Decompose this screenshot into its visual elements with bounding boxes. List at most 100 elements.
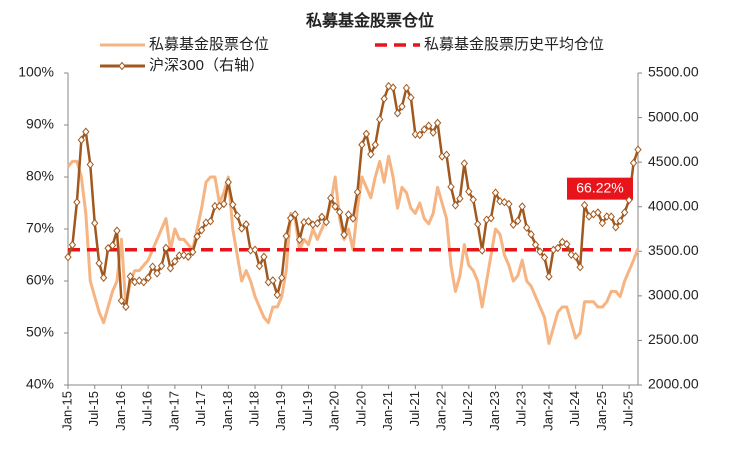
marker [189, 247, 197, 257]
legend-marker [118, 61, 126, 71]
marker [536, 247, 544, 256]
x-tick-label: Jan-18 [220, 391, 235, 431]
marker [135, 276, 143, 285]
marker [91, 218, 99, 228]
x-tick-label: Jan-22 [434, 391, 449, 431]
marker [206, 216, 215, 226]
marker [273, 290, 281, 300]
x-tick-label: Jan-23 [487, 391, 502, 431]
chart-title: 私募基金股票仓位 [306, 11, 434, 30]
marker [171, 257, 179, 266]
marker [474, 219, 482, 229]
y2-tick-label: 3500.00 [648, 242, 699, 258]
marker [353, 187, 362, 197]
y2-tick-label: 3000.00 [648, 287, 699, 303]
marker [442, 150, 451, 160]
y2-tick-label: 5000.00 [648, 108, 699, 124]
y-tick-label: 90% [26, 116, 54, 132]
x-tick-label: Jan-25 [594, 391, 609, 431]
x-tick-label: Jan-20 [327, 391, 342, 431]
marker [607, 212, 615, 221]
marker [82, 127, 90, 137]
marker [282, 231, 290, 241]
marker [148, 262, 157, 271]
marker [224, 177, 232, 187]
marker [580, 200, 589, 210]
x-tick-label: Jan-15 [59, 391, 74, 431]
marker [340, 230, 348, 239]
marker [514, 216, 522, 226]
marker [576, 262, 584, 272]
marker [523, 223, 531, 232]
x-tick-label: Jul-19 [300, 391, 315, 426]
marker [64, 252, 72, 262]
marker [331, 202, 339, 211]
legend-label: 私募基金股票历史平均仓位 [424, 36, 604, 53]
marker [478, 246, 486, 255]
marker [411, 130, 420, 139]
y2-tick-label: 2000.00 [648, 376, 699, 392]
marker [73, 197, 81, 207]
y-tick-label: 60% [26, 272, 54, 288]
marker [518, 202, 526, 211]
marker [162, 243, 170, 253]
y2-tick-label: 4500.00 [648, 153, 699, 169]
marker [117, 296, 126, 305]
marker [420, 125, 428, 134]
marker [113, 226, 121, 235]
marker [456, 194, 464, 203]
marker [433, 118, 442, 128]
marker [291, 210, 299, 219]
y-tick-label: 40% [26, 376, 54, 392]
marker [327, 193, 335, 203]
marker [184, 252, 192, 261]
y2-tick-label: 2500.00 [648, 331, 699, 347]
marker [612, 222, 620, 232]
marker [362, 129, 371, 139]
marker [598, 218, 607, 228]
x-tick-label: Jan-19 [273, 391, 288, 431]
marker [402, 83, 411, 93]
marker [278, 273, 286, 283]
marker [122, 302, 130, 312]
marker [144, 273, 152, 283]
marker [465, 187, 473, 196]
marker [349, 214, 357, 223]
marker [68, 240, 77, 250]
marker [491, 188, 500, 197]
marker [571, 252, 580, 261]
marker [229, 200, 237, 209]
legend-label: 沪深300（右轴） [149, 57, 264, 74]
marker [620, 208, 629, 217]
marker [545, 272, 553, 281]
marker [563, 239, 571, 249]
marker [629, 158, 638, 168]
marker [295, 235, 304, 244]
y-tick-label: 70% [26, 220, 54, 236]
marker [260, 252, 268, 262]
marker [126, 272, 135, 281]
marker [634, 145, 642, 154]
x-tick-label: Jan-17 [166, 391, 181, 431]
series-line [66, 84, 640, 309]
x-tick-label: Jul-16 [140, 391, 155, 426]
marker [407, 93, 415, 102]
marker [335, 207, 344, 217]
marker [447, 182, 455, 192]
marker [86, 160, 94, 169]
x-tick-label: Jul-18 [246, 391, 261, 426]
marker [376, 115, 384, 124]
marker [371, 140, 379, 150]
marker [509, 220, 517, 229]
y2-tick-label: 5500.00 [648, 64, 699, 80]
x-tick-label: Jan-21 [380, 391, 395, 431]
marker [99, 273, 108, 283]
marker [527, 230, 535, 239]
marker [77, 135, 86, 145]
marker [193, 232, 201, 241]
marker [540, 253, 549, 262]
x-tick-label: Jul-22 [460, 391, 475, 426]
marker [496, 197, 504, 206]
marker [95, 258, 103, 268]
